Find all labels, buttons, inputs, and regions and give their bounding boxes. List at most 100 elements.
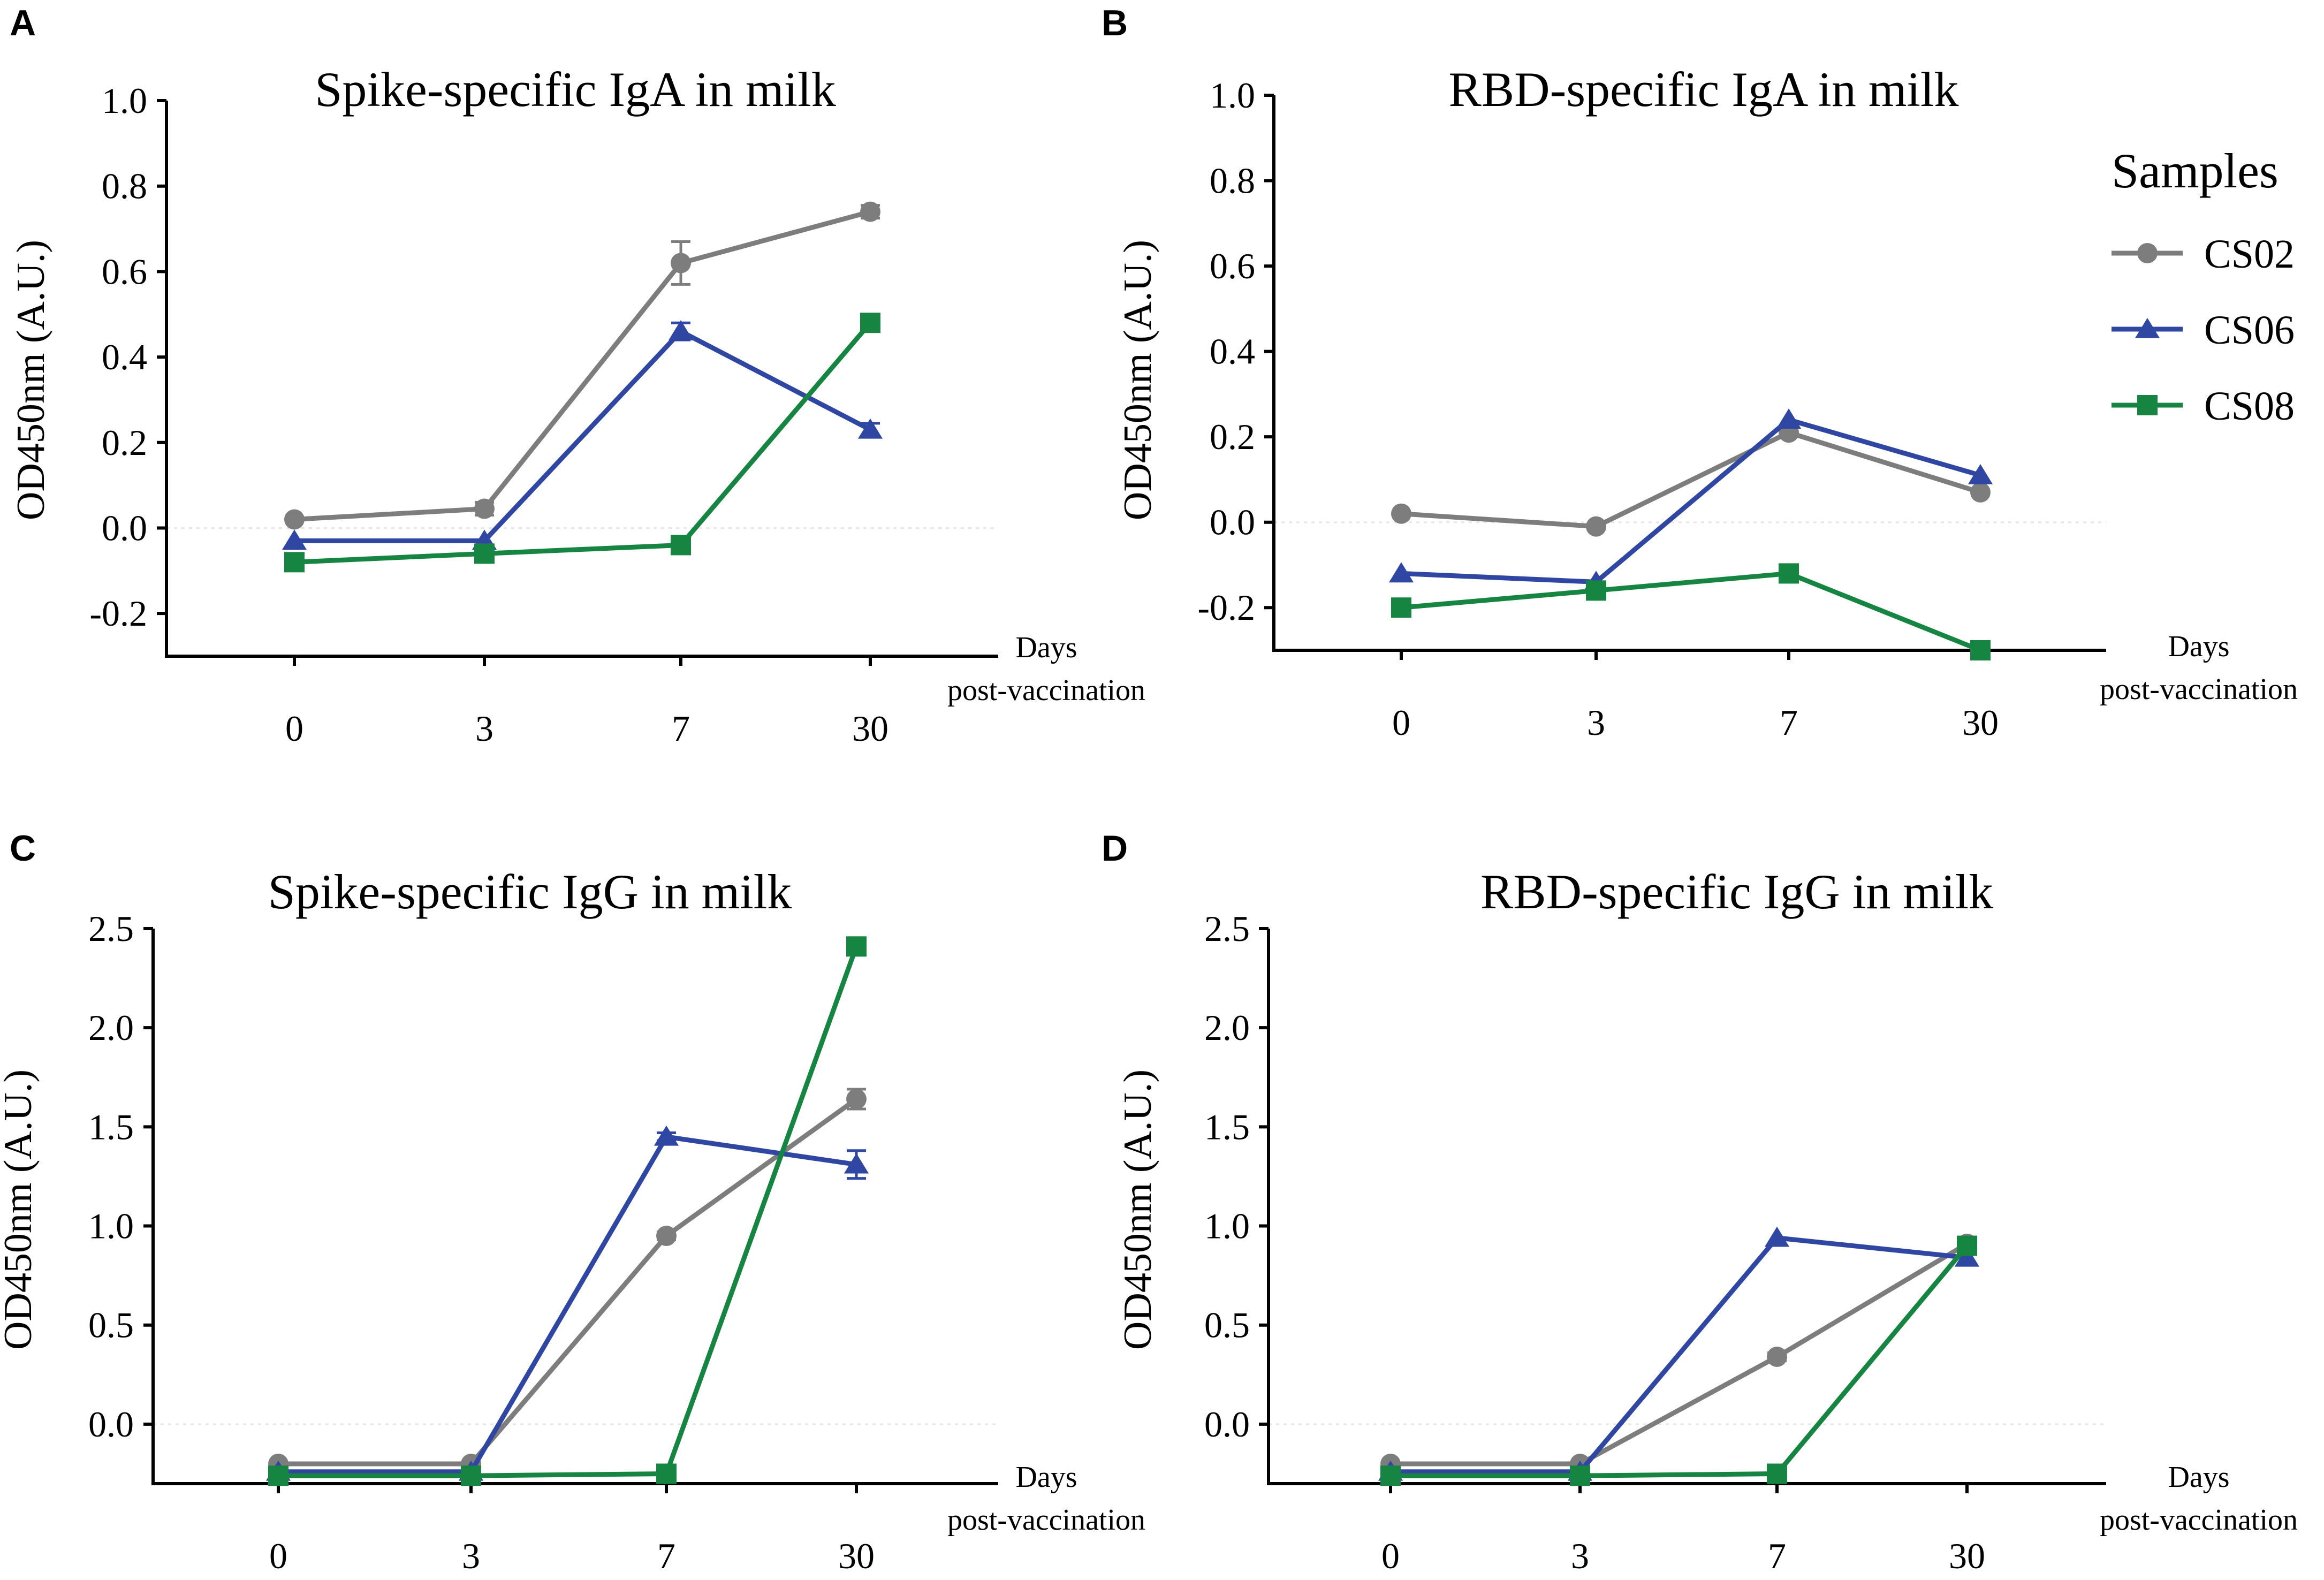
panel-b-x-axis-label: Days xyxy=(2168,630,2229,663)
panel-c-x-tick-label: 30 xyxy=(838,1536,875,1576)
panel-d-y-tick-label: 1.5 xyxy=(1204,1106,1250,1147)
panel-b-point-cs06 xyxy=(1968,464,1993,484)
legend-marker-cs06 xyxy=(2135,318,2160,338)
panel-b-x-tick-label: 0 xyxy=(1392,702,1410,743)
panel-d-letter: D xyxy=(1102,828,1128,869)
panel-a-point-cs02 xyxy=(671,253,691,274)
panel-d-y-tick-label: 2.0 xyxy=(1204,1007,1250,1048)
panel-a-x-axis-label: Days xyxy=(1015,631,1077,664)
panel-a-y-tick-label: 0.0 xyxy=(102,507,147,548)
panel-a-series-cs02 xyxy=(284,201,880,530)
panel-a: A Spike-specific IgA in milk OD450nm (A.U.… xyxy=(9,3,1145,749)
panel-b-x-tick-label: 30 xyxy=(1962,702,1999,743)
panel-b-series-cs02 xyxy=(1391,422,1991,537)
panel-a-point-cs08 xyxy=(284,552,305,573)
panel-c-title: Spike-specific IgG in milk xyxy=(268,864,792,919)
panel-c-series-cs02 xyxy=(268,1088,867,1474)
panel-b-y-tick-label: -0.2 xyxy=(1197,587,1255,628)
panel-c-x-tick-label: 0 xyxy=(269,1536,287,1576)
panel-b-y-tick-label: 0.4 xyxy=(1210,331,1255,372)
legend-marker-cs08 xyxy=(2137,395,2158,415)
panel-b-x-tick-label: 7 xyxy=(1780,702,1798,743)
panel-a-x-tick-label: 3 xyxy=(475,708,493,749)
panel-d-x-tick-label: 3 xyxy=(1571,1536,1589,1576)
panel-d-y-axis-label: OD450nm (A.U.) xyxy=(1116,1069,1160,1350)
panel-b-point-cs08 xyxy=(1391,597,1411,618)
panel-a-line-cs02 xyxy=(294,209,871,522)
panel-a-x-tick-label: 30 xyxy=(852,708,888,749)
panel-d-point-cs06 xyxy=(1764,1226,1790,1247)
panel-c-y-tick-label: 1.0 xyxy=(88,1206,134,1247)
panel-b-line-cs02 xyxy=(1401,430,1981,529)
panel-a-y-tick-label: 1.0 xyxy=(102,80,147,121)
panel-b-y-tick-label: 0.2 xyxy=(1210,416,1255,457)
panel-b-point-cs08 xyxy=(1586,580,1606,601)
panel-b-point-cs02 xyxy=(1586,516,1606,537)
panel-c-series-cs06 xyxy=(265,1125,869,1481)
panel-a-y-tick-label: 0.8 xyxy=(102,166,147,207)
panel-a-letter: A xyxy=(10,3,36,43)
panel-d-series-cs08 xyxy=(1380,1235,1977,1486)
panel-d-y-tick-label: 1.0 xyxy=(1204,1206,1250,1247)
panel-b-point-cs02 xyxy=(1391,503,1411,524)
panel-a-x-axis-label-sub: post-vaccination xyxy=(947,674,1145,707)
panel-c-line-cs02 xyxy=(278,1097,858,1467)
panel-d: D RBD-specific IgG in milk OD450nm (A.U.) 0… xyxy=(1102,828,2298,1576)
panel-a-y-tick-label: -0.2 xyxy=(89,593,147,634)
panel-a-point-cs02 xyxy=(284,509,305,530)
panel-c-x-axis-label-sub: post-vaccination xyxy=(947,1503,1145,1537)
panel-d-x-tick-label: 0 xyxy=(1381,1536,1400,1576)
panel-a-point-cs02 xyxy=(474,498,495,519)
panel-d-x-tick-label: 7 xyxy=(1768,1536,1786,1576)
panel-c-line-cs08 xyxy=(278,945,859,1478)
panel-b-y-tick-label: 0.0 xyxy=(1210,502,1255,543)
panel-c-y-tick-label: 0.5 xyxy=(88,1305,134,1346)
panel-c-point-cs06 xyxy=(844,1153,869,1174)
panel-d-y-tick-label: 0.0 xyxy=(1204,1404,1250,1445)
panel-c-y-axis-label: OD450nm (A.U.) xyxy=(0,1069,40,1350)
panel-d-y-tick-label: 2.5 xyxy=(1204,908,1250,949)
panel-a-line-cs08 xyxy=(294,321,872,565)
legend-title: Samples xyxy=(2112,143,2279,198)
panel-d-point-cs08 xyxy=(1957,1235,1977,1256)
panel-c-letter: C xyxy=(10,828,36,869)
panel-c-point-cs08 xyxy=(461,1465,481,1486)
panel-a-title: Spike-specific IgA in milk xyxy=(315,62,836,117)
panel-c-x-tick-label: 7 xyxy=(657,1536,675,1576)
panel-b: B RBD-specific IgA in milk OD450nm (A.U.) -… xyxy=(1102,3,2298,743)
panel-a-series-cs08 xyxy=(284,313,880,573)
legend: Samples CS02 CS06 CS08 xyxy=(2112,143,2295,429)
panel-c-y-tick-label: 0.0 xyxy=(88,1404,134,1445)
panel-b-y-tick-label: 0.8 xyxy=(1210,161,1255,201)
panel-c-y-tick-label: 2.5 xyxy=(88,908,134,949)
panel-c-point-cs08 xyxy=(656,1463,677,1484)
panel-d-series-cs06 xyxy=(1378,1226,1980,1481)
panel-d-line-cs08 xyxy=(1391,1244,1969,1478)
panel-b-x-tick-label: 3 xyxy=(1587,702,1605,743)
panel-a-x-tick-label: 0 xyxy=(285,708,303,749)
panel-b-y-axis-label: OD450nm (A.U.) xyxy=(1116,240,1160,520)
panel-d-line-cs02 xyxy=(1391,1242,1969,1467)
panel-a-y-tick-label: 0.6 xyxy=(102,251,147,292)
panel-a-point-cs06 xyxy=(857,418,883,439)
panel-c-point-cs02 xyxy=(656,1226,677,1247)
panel-a-point-cs08 xyxy=(860,313,880,333)
panel-a-point-cs08 xyxy=(474,543,495,564)
panel-c-x-axis-label: Days xyxy=(1015,1461,1077,1494)
panel-c-y-tick-label: 2.0 xyxy=(88,1007,134,1048)
panel-b-y-tick-label: 1.0 xyxy=(1210,75,1255,116)
panel-c-series-cs08 xyxy=(268,936,867,1486)
panel-b-x-axis-label-sub: post-vaccination xyxy=(2100,673,2298,706)
panel-d-y-tick-label: 0.5 xyxy=(1204,1305,1250,1346)
panel-a-point-cs08 xyxy=(671,535,691,556)
panel-d-point-cs08 xyxy=(1380,1465,1401,1486)
panel-a-x-tick-label: 7 xyxy=(672,708,690,749)
panel-b-y-tick-label: 0.6 xyxy=(1210,246,1255,286)
panel-b-series-cs06 xyxy=(1388,408,1993,591)
panel-a-y-axis-label: OD450nm (A.U.) xyxy=(9,240,53,520)
panel-c-point-cs02 xyxy=(846,1089,867,1110)
panel-b-point-cs02 xyxy=(1970,482,1991,503)
panel-c-point-cs08 xyxy=(846,936,867,957)
panel-b-line-cs06 xyxy=(1401,417,1981,584)
